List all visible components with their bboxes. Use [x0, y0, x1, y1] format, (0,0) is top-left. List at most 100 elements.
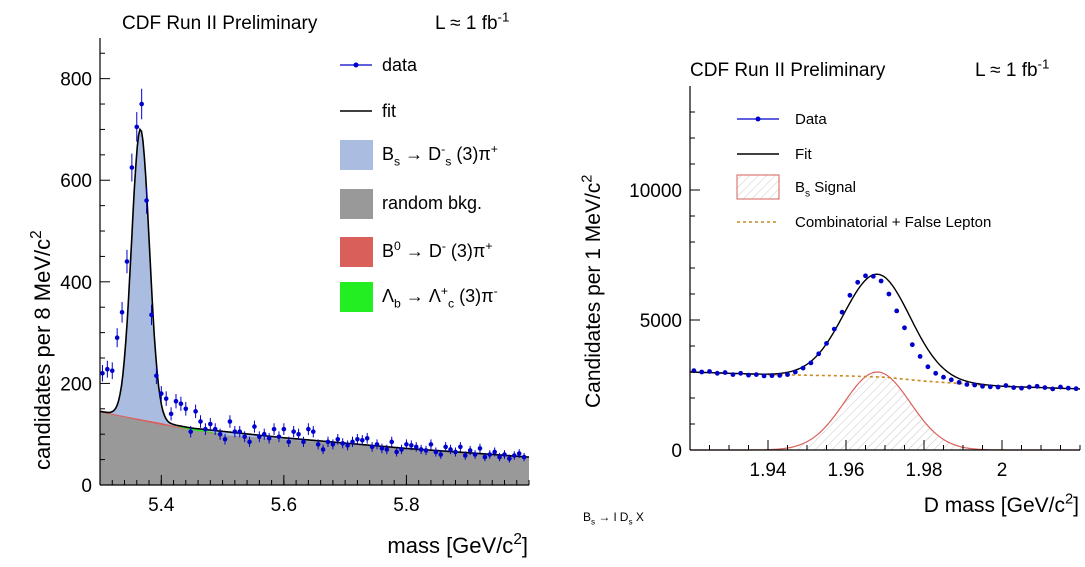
chart2-data-marker	[730, 372, 736, 377]
chart1-data-marker	[134, 124, 140, 130]
chart1-data-marker	[178, 401, 184, 407]
chart2-data-marker	[933, 370, 939, 376]
chart2-data-marker	[1073, 386, 1079, 392]
chart1-data-point	[325, 436, 331, 447]
chart2-data-marker	[839, 309, 845, 315]
chart2-legend-label-part: Signal	[810, 179, 856, 196]
chart1-data-marker	[433, 449, 439, 455]
chart1-data-marker	[124, 259, 130, 264]
chart1-data-point	[124, 249, 130, 274]
chart1-data-marker	[492, 449, 497, 455]
chart2-data-marker	[972, 382, 978, 388]
chart-bs-to-l-ds-x: CDF Run II Preliminary L ≈ 1 fb-1 0 5000 100…	[580, 56, 1081, 527]
chart1-data-point	[100, 364, 105, 382]
chart2-data-marker	[987, 384, 993, 390]
chart1-legend-label-part: -	[442, 239, 446, 253]
chart1-data-point	[257, 431, 262, 443]
chart2-y-label-base: Candidates per 1 MeV/c	[582, 183, 605, 408]
chart2-x-tick-label: 2	[997, 460, 1008, 481]
chart1-data-marker	[369, 444, 375, 450]
chart2-footnote-part: → l D	[595, 510, 629, 524]
chart1-data-marker	[379, 446, 385, 451]
chart1-x-label-sup: 2	[513, 531, 522, 548]
chart1-legend-label-part: random bkg.	[382, 193, 482, 213]
chart1-y-label-sup: 2	[28, 230, 45, 239]
chart2-data-marker	[870, 273, 876, 279]
chart1-data-point	[119, 301, 125, 323]
chart1-legend-swatch	[340, 140, 373, 170]
chart1-data-marker	[448, 447, 453, 452]
chart1-data-point	[252, 420, 257, 433]
chart1-data-marker	[291, 429, 296, 434]
chart1-data-marker	[409, 443, 414, 448]
chart2-footnote: Bs → l Ds X	[583, 510, 644, 527]
chart1-data-marker	[114, 335, 120, 340]
chart1-data-point	[394, 447, 399, 457]
chart2-data-marker	[948, 377, 954, 383]
chart1-x-tick-label: 5.6	[271, 495, 297, 516]
chart1-data-marker	[482, 454, 488, 460]
chart1-data-point	[232, 425, 238, 438]
chart1-data-marker	[320, 447, 326, 452]
chart1-data-point	[306, 423, 311, 435]
chart1-data-marker	[315, 442, 321, 447]
chart1-legend-swatch	[340, 282, 373, 312]
chart1-data-point	[237, 425, 243, 438]
chart1-data-point	[428, 439, 434, 450]
chart1-legend-label-part: +	[491, 142, 498, 156]
chart1-data-point	[129, 153, 135, 182]
chart1-legend-swatch	[340, 237, 373, 267]
chart2-data-marker	[699, 369, 705, 375]
chart1-data-marker	[286, 439, 292, 445]
chart2-y-tick-label: 5000	[640, 311, 682, 332]
chart1-data-point	[330, 439, 336, 450]
chart1-data-marker	[301, 439, 306, 445]
chart2-x-tick-label: 1.96	[828, 460, 865, 481]
chart1-legend-label-part: Λ	[382, 286, 394, 306]
chart1-legend-label-part: b	[394, 296, 401, 310]
chart1-data-point	[448, 444, 453, 455]
chart1-data-point	[109, 362, 115, 380]
chart1-data-point	[453, 447, 458, 457]
chart2-data-marker	[902, 325, 907, 331]
chart1-data-marker	[310, 429, 316, 434]
chart1-data-point	[208, 417, 213, 431]
chart1-legend-label-part: +	[485, 239, 492, 253]
chart1-data-marker	[467, 448, 473, 453]
chart2-footnote-part: X	[633, 510, 644, 524]
chart1-data-point	[487, 450, 493, 459]
chart1-data-marker	[335, 436, 341, 442]
chart1-data-point	[291, 425, 296, 438]
chart2-signal-hatch	[690, 372, 1080, 450]
chart1-x-label-base: mass [GeV/c	[387, 533, 513, 558]
chart2-x-label-tail: ]	[1073, 494, 1079, 517]
chart1-data-marker	[516, 451, 522, 456]
chart1-data-marker	[306, 426, 311, 432]
chart1-data-point	[276, 431, 282, 443]
chart2-footnote-part: s	[591, 518, 595, 527]
chart1-legend-data-marker	[353, 62, 359, 68]
chart1-legend-label-part: 0	[394, 239, 401, 253]
chart1-data-point	[472, 450, 478, 459]
chart1-data-marker	[232, 429, 238, 434]
chart1-data-marker	[266, 435, 272, 441]
chart1-data-point	[261, 428, 267, 440]
chart1-data-marker	[325, 439, 331, 445]
chart2-x-tick-label: 1.94	[750, 460, 787, 481]
chart1-data-point	[188, 425, 194, 438]
chart2-data-marker	[714, 370, 720, 376]
chart1-data-point	[521, 452, 527, 462]
chart1-data-marker	[139, 101, 144, 107]
chart1-data-point	[492, 447, 497, 457]
chart1-data-point	[443, 442, 448, 452]
chart-bs-to-ds-3pi: CDF Run II Preliminary L ≈ 1 fb-1 0 200 400 6…	[28, 9, 530, 558]
chart2-data-marker	[925, 364, 931, 370]
chart2-header-right: L ≈ 1 fb-1	[975, 56, 1049, 81]
chart2-header-right-sup: -1	[1038, 56, 1050, 71]
chart2-legend-label: Bs Signal	[795, 179, 856, 200]
chart1-data-point	[168, 407, 174, 421]
chart1-legend-label-part: → D	[400, 144, 441, 164]
chart2-fit-line	[690, 273, 1080, 390]
chart2-data-marker	[980, 383, 985, 389]
chart1-data-marker	[276, 434, 282, 440]
